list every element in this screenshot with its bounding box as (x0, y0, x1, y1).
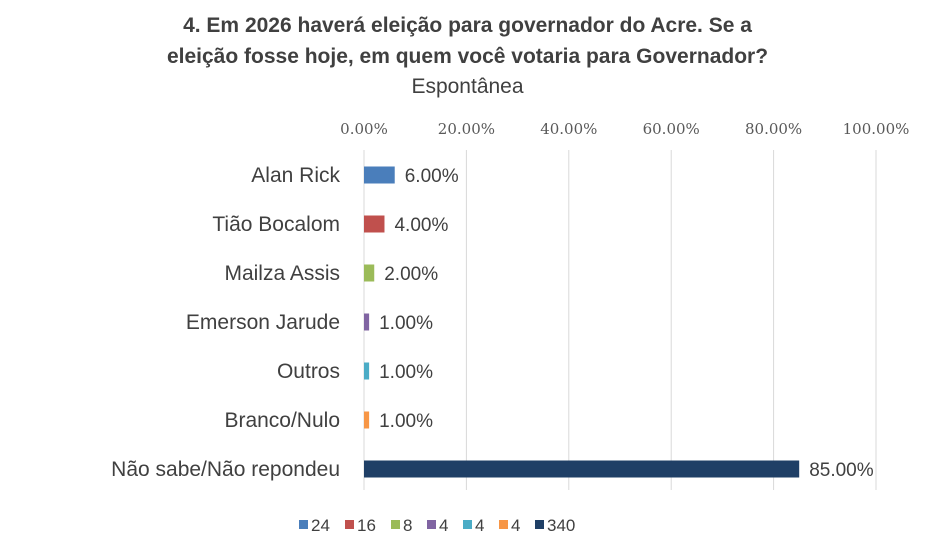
x-tick-label: 100.00% (843, 120, 910, 138)
category-label: Mailza Assis (224, 262, 340, 285)
bar (364, 215, 385, 233)
data-label: 6.00% (405, 166, 459, 187)
category-label: Não sabe/Não repondeu (111, 458, 340, 481)
bar (364, 460, 800, 478)
x-tick-label: 80.00% (745, 120, 802, 138)
category-label: Emerson Jarude (186, 311, 340, 334)
bar (364, 362, 370, 380)
category-label: Alan Rick (251, 164, 340, 187)
data-label: 1.00% (379, 362, 433, 383)
x-tick-label: 60.00% (643, 120, 700, 138)
chart-subtitle: Espontânea (411, 75, 524, 98)
category-label: Tião Bocalom (212, 213, 340, 236)
data-label: 1.00% (379, 411, 433, 432)
legend-label: 4 (475, 516, 484, 535)
bar (364, 411, 370, 429)
data-label: 85.00% (809, 460, 874, 481)
data-label: 2.00% (384, 264, 438, 285)
legend-label: 8 (403, 516, 412, 535)
data-label: 1.00% (379, 313, 433, 334)
legend-label: 340 (547, 516, 575, 535)
x-tick-label: 0.00% (340, 120, 388, 138)
legend-swatch (427, 520, 436, 529)
legend-label: 16 (357, 516, 376, 535)
legend-label: 4 (439, 516, 448, 535)
category-label: Outros (277, 360, 340, 383)
legend-swatch (345, 520, 354, 529)
chart-title-line-2: eleição fosse hoje, em quem você votaria… (166, 45, 769, 68)
legend-label: 4 (511, 516, 520, 535)
bar (364, 166, 395, 184)
chart-title-line-1: 4. Em 2026 haverá eleição para governado… (183, 14, 752, 37)
legend-swatch (299, 520, 308, 529)
bar (364, 264, 375, 282)
bar (364, 313, 370, 331)
data-label: 4.00% (394, 215, 448, 236)
legend-label: 24 (311, 516, 330, 535)
legend-swatch (463, 520, 472, 529)
legend-swatch (499, 520, 508, 529)
category-label: Branco/Nulo (224, 409, 340, 432)
legend-swatch (391, 520, 400, 529)
legend-swatch (535, 520, 544, 529)
x-tick-label: 40.00% (540, 120, 597, 138)
x-tick-label: 20.00% (438, 120, 495, 138)
